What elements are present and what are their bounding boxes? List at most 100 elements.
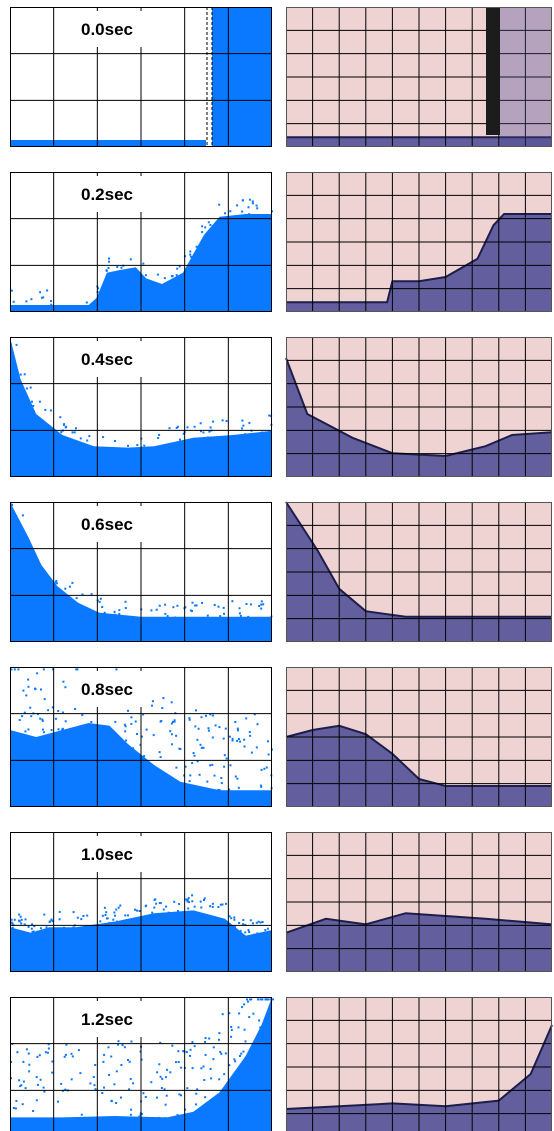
spray-particle bbox=[178, 1093, 181, 1096]
spray-particle bbox=[173, 719, 176, 722]
spray-particle bbox=[38, 400, 41, 403]
spray-particle bbox=[54, 581, 57, 584]
spray-particle bbox=[245, 717, 248, 720]
spray-particle bbox=[14, 1107, 17, 1110]
spray-particle bbox=[264, 998, 267, 1001]
spray-particle bbox=[249, 998, 251, 1001]
spray-particle bbox=[151, 700, 154, 703]
spray-particle bbox=[225, 902, 227, 905]
spray-particle bbox=[47, 1043, 50, 1046]
spray-particle bbox=[218, 1038, 220, 1041]
spray-particle bbox=[222, 737, 225, 740]
panel-border bbox=[286, 337, 552, 477]
spray-particle bbox=[115, 920, 118, 923]
spray-particle bbox=[191, 900, 194, 903]
panel-border bbox=[10, 667, 272, 807]
time-label-bg bbox=[68, 836, 146, 872]
spray-particle bbox=[201, 601, 203, 604]
spray-particle bbox=[205, 714, 207, 717]
spray-particle bbox=[207, 221, 210, 224]
spray-particle bbox=[157, 1116, 160, 1119]
simulation-panel: 0.2sec bbox=[10, 172, 273, 312]
spray-particle bbox=[132, 1082, 135, 1085]
spray-particle bbox=[230, 1035, 233, 1038]
panel-border bbox=[10, 7, 272, 147]
spray-particle bbox=[23, 923, 26, 926]
spray-particle bbox=[10, 289, 13, 292]
spray-particle bbox=[207, 727, 210, 730]
spray-particle bbox=[241, 1006, 244, 1009]
spray-particle bbox=[127, 444, 129, 447]
spray-particle bbox=[60, 431, 63, 434]
spray-particle bbox=[10, 668, 13, 671]
spray-particle bbox=[65, 425, 68, 428]
spray-particle bbox=[127, 1059, 129, 1061]
spray-particle bbox=[191, 1067, 194, 1070]
spray-particle bbox=[175, 766, 178, 769]
panel-border bbox=[286, 172, 552, 312]
spray-particle bbox=[161, 707, 164, 710]
spray-particle bbox=[241, 427, 244, 430]
spray-particle bbox=[128, 1060, 131, 1063]
spray-particle bbox=[193, 754, 196, 757]
simulation-panel: 0.8sec bbox=[10, 667, 273, 807]
spray-particle bbox=[263, 767, 266, 770]
spray-particle bbox=[211, 736, 214, 739]
spray-particle bbox=[242, 424, 245, 427]
spray-particle bbox=[266, 998, 268, 1001]
spray-particle bbox=[267, 998, 270, 1001]
spray-particle bbox=[30, 715, 33, 718]
spray-particle bbox=[51, 920, 54, 923]
spray-particle bbox=[164, 1103, 167, 1106]
water-body bbox=[286, 502, 552, 642]
spray-particle bbox=[159, 1041, 162, 1044]
spray-particle bbox=[217, 605, 220, 608]
spray-particle bbox=[134, 908, 136, 911]
spray-particle bbox=[64, 720, 67, 723]
spray-particle bbox=[210, 1077, 213, 1080]
spray-particle bbox=[244, 931, 247, 934]
spray-particle bbox=[179, 438, 181, 441]
spray-particle bbox=[120, 1064, 123, 1066]
spray-particle bbox=[42, 731, 45, 734]
spray-particle bbox=[206, 780, 209, 783]
water-body bbox=[10, 337, 272, 477]
spray-particle bbox=[152, 734, 155, 737]
spray-particle bbox=[199, 900, 202, 903]
spray-particle bbox=[220, 1052, 223, 1055]
spray-particle bbox=[51, 706, 54, 709]
spray-particle bbox=[249, 734, 252, 737]
spray-particle bbox=[55, 582, 58, 585]
spray-particle bbox=[211, 714, 214, 717]
spray-particle bbox=[196, 760, 199, 763]
spray-particle bbox=[243, 738, 246, 741]
spray-particle bbox=[200, 746, 203, 749]
spray-particle bbox=[203, 897, 206, 900]
spray-particle bbox=[144, 274, 147, 277]
spray-particle bbox=[257, 998, 260, 1001]
spray-particle bbox=[114, 914, 116, 917]
spray-particle bbox=[106, 917, 108, 920]
spray-particle bbox=[262, 603, 265, 606]
spray-particle bbox=[94, 1088, 97, 1091]
spray-particle bbox=[166, 1068, 169, 1071]
spray-particle bbox=[62, 680, 65, 683]
panel-border bbox=[286, 997, 552, 1131]
spray-particle bbox=[113, 911, 116, 914]
spray-particle bbox=[107, 1046, 110, 1049]
spray-particle bbox=[243, 1003, 246, 1006]
spray-particle bbox=[118, 613, 121, 615]
spray-particle bbox=[198, 773, 201, 776]
spray-particle bbox=[105, 911, 108, 914]
spray-particle bbox=[237, 1026, 240, 1029]
spray-particle bbox=[70, 1052, 73, 1055]
spray-particle bbox=[29, 305, 32, 307]
spray-particle bbox=[144, 1096, 147, 1098]
spray-particle bbox=[251, 200, 254, 203]
spray-particle bbox=[10, 1061, 13, 1063]
spray-particle bbox=[115, 1070, 118, 1073]
spray-particle bbox=[195, 709, 197, 712]
spray-particle bbox=[192, 253, 195, 256]
spray-particle bbox=[175, 1061, 177, 1064]
spray-particle bbox=[80, 1113, 83, 1116]
